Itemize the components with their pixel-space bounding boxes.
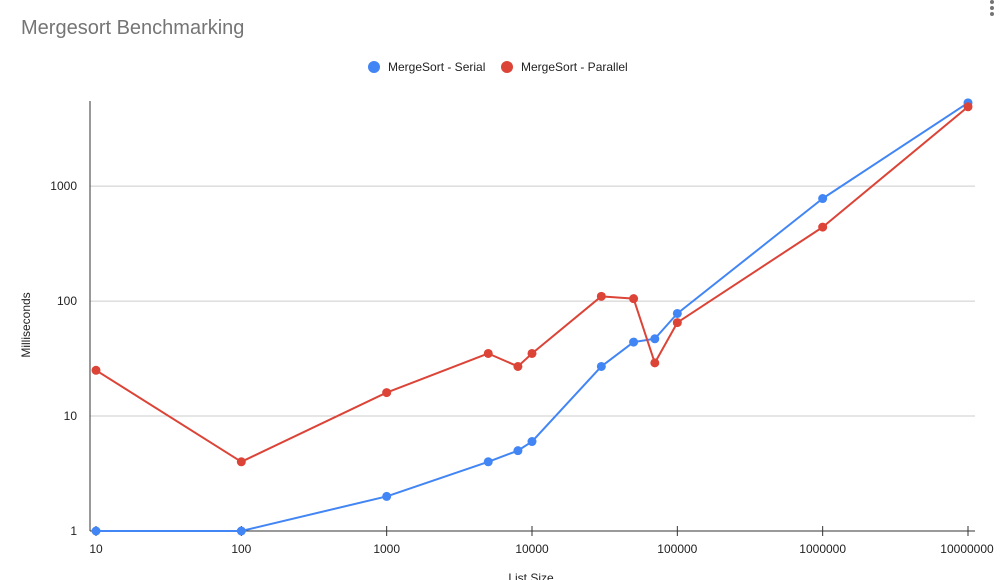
data-point — [236, 526, 246, 536]
data-point — [513, 361, 523, 371]
data-point — [818, 222, 828, 232]
x-tick-label: 1000000 — [799, 542, 846, 556]
data-point — [672, 308, 682, 318]
data-point — [963, 102, 973, 112]
series-layer — [91, 98, 973, 536]
data-point — [672, 318, 682, 328]
data-point — [629, 294, 639, 304]
data-point — [527, 348, 537, 358]
series-line-serial — [96, 102, 969, 532]
chart-title: Mergesort Benchmarking — [21, 17, 245, 39]
more-options-icon[interactable] — [986, 0, 998, 16]
data-point — [650, 334, 660, 344]
data-point — [596, 291, 606, 301]
y-tick-label: 10 — [64, 409, 78, 423]
data-point — [91, 365, 101, 375]
data-point — [483, 457, 493, 467]
tick-labels: 1 10 100 1000 10 100 1000 10000 100000 1000000 100… — [50, 179, 994, 556]
x-tick-label: 100 — [231, 542, 251, 556]
x-tick-label: 1000 — [373, 542, 400, 556]
data-point — [818, 194, 828, 204]
data-point — [629, 337, 639, 347]
y-axis-label: Milliseconds — [19, 292, 33, 357]
data-point — [513, 446, 523, 456]
y-tick-label: 1 — [70, 524, 77, 538]
data-point — [382, 491, 392, 501]
grid-lines — [90, 185, 975, 417]
x-tick-label: 10 — [89, 542, 103, 556]
data-point — [236, 457, 246, 467]
x-tick-label: 10000 — [515, 542, 549, 556]
legend[interactable]: MergeSort - Serial MergeSort - Parallel — [368, 60, 628, 74]
data-point — [91, 526, 101, 536]
data-point — [650, 358, 660, 368]
x-axis-label: List Size — [508, 571, 554, 580]
legend-marker — [368, 61, 380, 73]
y-tick-label: 100 — [57, 294, 77, 308]
x-tick-label: 10000000 — [940, 542, 994, 556]
legend-marker — [501, 61, 513, 73]
legend-label: MergeSort - Serial — [388, 60, 485, 74]
data-point — [596, 361, 606, 371]
x-tick-label: 100000 — [657, 542, 697, 556]
data-point — [483, 348, 493, 358]
axes — [89, 101, 975, 536]
series-line-parallel — [95, 105, 969, 463]
data-point — [527, 437, 537, 447]
data-point — [382, 388, 392, 398]
legend-label: MergeSort - Parallel — [521, 60, 628, 74]
y-tick-label: 1000 — [50, 179, 77, 193]
